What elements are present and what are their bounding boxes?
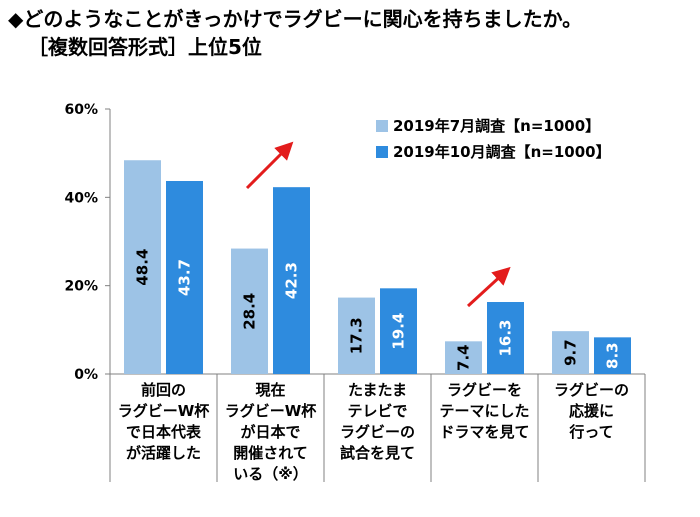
bar-value-label: 17.3 [348, 317, 366, 354]
bar-value-label: 8.3 [604, 342, 622, 369]
y-tick-label: 0% [74, 367, 98, 383]
bar-value-label: 43.7 [176, 259, 194, 296]
bar [552, 331, 589, 374]
bar-value-label: 19.4 [390, 313, 408, 350]
bar-value-label: 9.7 [562, 339, 580, 366]
red-arrow-icon [466, 266, 511, 308]
bar [445, 341, 482, 374]
bar-value-label: 16.3 [497, 319, 515, 356]
legend-swatch [376, 120, 388, 132]
bar-value-label: 42.3 [283, 262, 301, 299]
category-label: ラグビーを テーマにした ドラマを見て [439, 381, 530, 441]
legend-label: 2019年10月調査【n=1000】 [393, 143, 611, 161]
chart-title: ◆どのようなことがきっかけでラグビーに関心を持ちましたか。 [8, 7, 583, 31]
bar-value-label: 48.4 [134, 249, 152, 286]
y-tick-label: 20% [64, 279, 98, 295]
category-label: 現在 ラグビーW杯 が日本で 開催されて いる（※） [224, 381, 317, 483]
bar [487, 302, 524, 374]
bar [124, 160, 161, 374]
bar [231, 248, 268, 374]
category-label: たまたま テレビで ラグビーの 試合を見て [339, 381, 415, 462]
bar-value-label: 7.4 [455, 344, 473, 371]
bar-value-label: 28.4 [241, 293, 259, 330]
legend-swatch [376, 146, 388, 158]
chart-subtitle: ［複数回答形式］上位5位 [28, 35, 262, 59]
bar [380, 288, 417, 374]
y-tick-label: 60% [64, 102, 98, 118]
bar [273, 187, 310, 374]
legend-label: 2019年7月調査【n=1000】 [393, 117, 600, 135]
y-tick-label: 40% [64, 190, 98, 206]
bar [338, 297, 375, 374]
category-label: 前回の ラグビーW杯 で日本代表 が活躍した [117, 381, 210, 462]
bar [166, 180, 203, 374]
bar [594, 337, 631, 374]
category-label: ラグビーの 応援に 行って [553, 381, 629, 441]
red-arrow-icon [245, 141, 294, 190]
